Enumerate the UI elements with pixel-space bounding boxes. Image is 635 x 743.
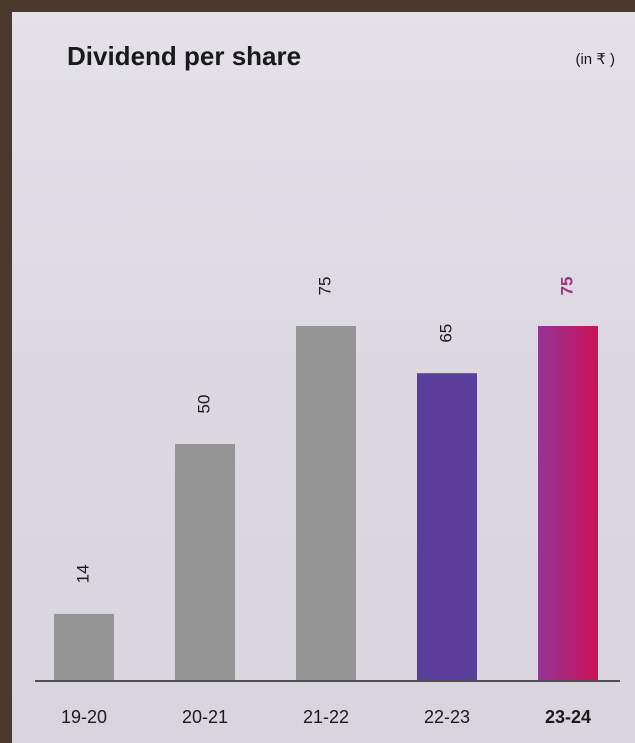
value-label: 75 (557, 277, 576, 296)
bar (296, 326, 356, 680)
bar (538, 326, 598, 680)
unit-note: (in ₹ ) (575, 51, 615, 68)
value-label: 65 (436, 324, 455, 343)
value-label: 75 (315, 277, 334, 296)
x-tick-label: 19-20 (61, 707, 107, 727)
bar (54, 614, 114, 680)
x-tick-label: 22-23 (424, 707, 470, 727)
x-tick-label: 21-22 (303, 707, 349, 727)
chart-title: Dividend per share (67, 41, 301, 71)
bar (417, 373, 477, 680)
value-label: 14 (73, 564, 92, 583)
x-tick-label: 23-24 (545, 707, 591, 727)
x-tick-label: 20-21 (182, 707, 228, 727)
value-label: 50 (194, 395, 213, 414)
bar (175, 444, 235, 680)
